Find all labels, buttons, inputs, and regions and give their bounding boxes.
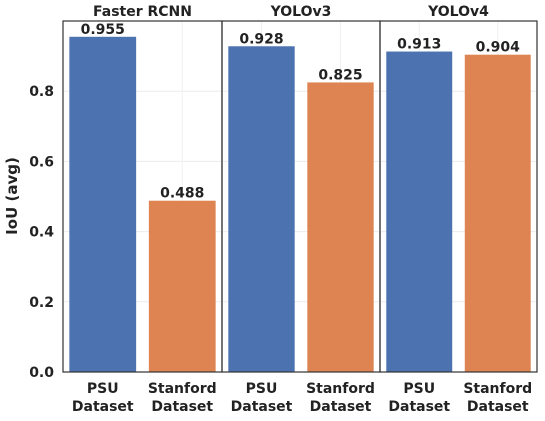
x-category-label-line: PSU — [403, 381, 435, 397]
y-axis-label: IoU (avg) — [3, 157, 21, 235]
y-tick-label: 0.4 — [29, 225, 54, 241]
bar — [307, 82, 374, 373]
panel: 0.955 PSU Dataset 0.488 Stanford Dataset Faste… — [62, 4, 223, 415]
x-category-label-line: Stanford — [463, 381, 532, 397]
panel: 0.913 PSU Dataset 0.904 Stanford Dataset YOLOv… — [379, 4, 538, 415]
bar — [386, 51, 453, 373]
x-category-label-line: Dataset — [467, 399, 529, 415]
y-tick-label: 0.2 — [29, 295, 54, 311]
x-category-label-line: Dataset — [72, 399, 134, 415]
x-category-label: Stanford Dataset — [306, 381, 375, 415]
x-category-label-line: Dataset — [231, 399, 293, 415]
bar — [228, 46, 295, 372]
x-category-label-line: Stanford — [148, 381, 217, 397]
x-category-label-line: Dataset — [310, 399, 372, 415]
x-category-label: PSU Dataset — [72, 381, 134, 415]
x-category-label-line: Dataset — [151, 399, 213, 415]
x-category-label-line: PSU — [87, 381, 119, 397]
x-category-label: PSU Dataset — [231, 381, 293, 415]
bar-value-label: 0.825 — [318, 67, 362, 83]
panels: 0.955 PSU Dataset 0.488 Stanford Dataset Faste… — [62, 4, 538, 415]
bar — [464, 54, 531, 373]
x-category-label: Stanford Dataset — [463, 381, 532, 415]
y-tick-label: 0.0 — [29, 365, 54, 381]
y-axis: 0.0 0.2 0.4 0.6 0.8 — [29, 84, 54, 381]
x-category-label-line: PSU — [246, 381, 278, 397]
bar-value-label: 0.955 — [81, 22, 125, 38]
panel-frame — [379, 20, 538, 373]
bar-value-label: 0.928 — [239, 31, 283, 47]
panel-title: YOLOv4 — [427, 4, 489, 20]
panel-title: Faster RCNN — [93, 4, 192, 20]
x-category-label: PSU Dataset — [388, 381, 450, 415]
bar-value-label: 0.488 — [160, 186, 204, 202]
y-tick-label: 0.6 — [29, 154, 54, 170]
bar — [148, 200, 216, 372]
x-category-label-line: Dataset — [388, 399, 450, 415]
panel: 0.928 PSU Dataset 0.825 Stanford Dataset YOLOv… — [221, 4, 381, 415]
bar-value-label: 0.904 — [476, 40, 521, 56]
y-tick-label: 0.8 — [29, 84, 54, 100]
x-category-label: Stanford Dataset — [148, 381, 217, 415]
bar — [69, 36, 137, 373]
x-category-label-line: Stanford — [306, 381, 375, 397]
panel-title: YOLOv3 — [270, 4, 332, 20]
bar-value-label: 0.913 — [397, 37, 441, 53]
